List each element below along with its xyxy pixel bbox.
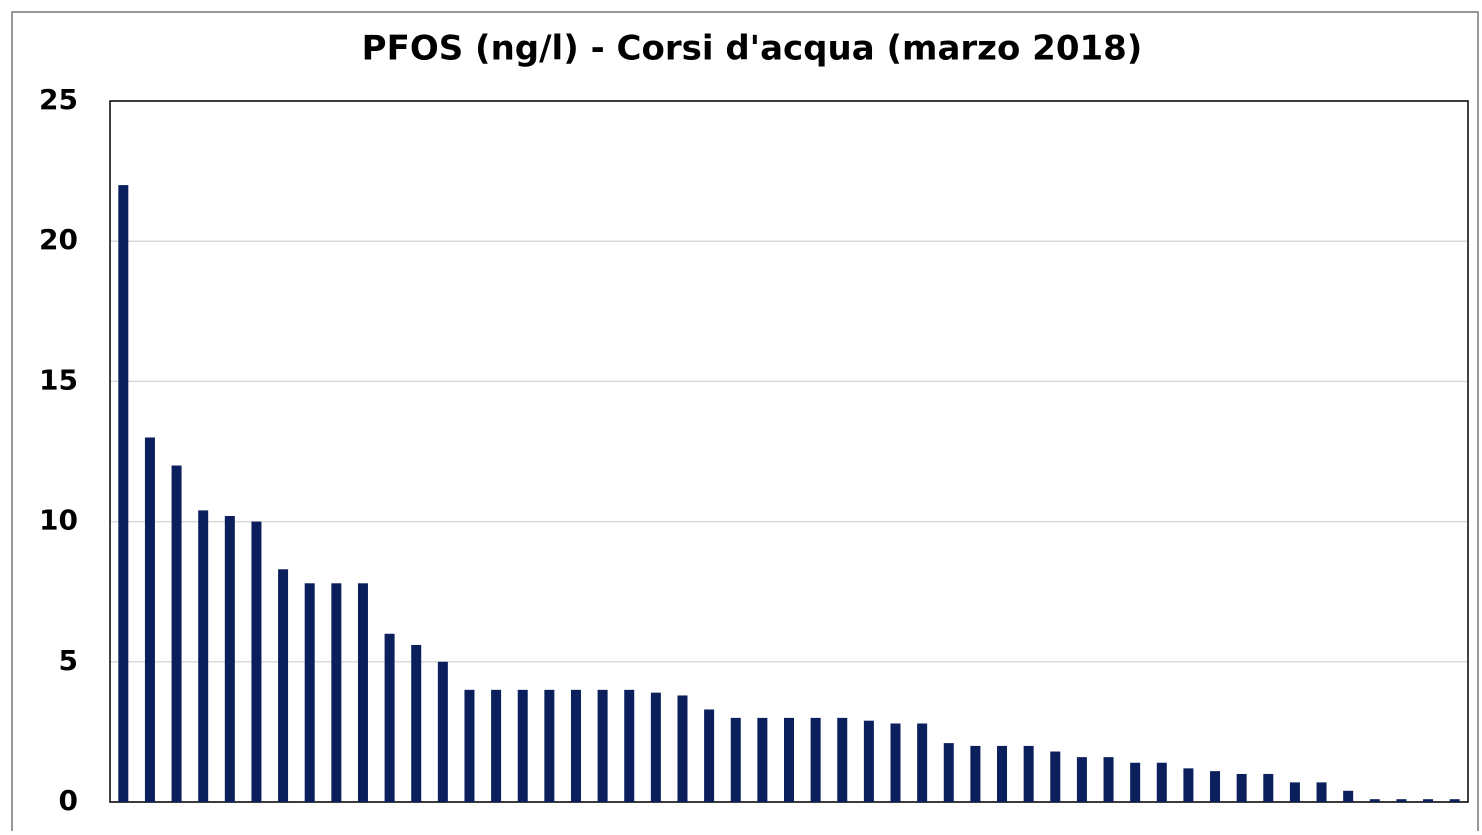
y-tick-label: 0 xyxy=(59,784,78,817)
bar xyxy=(517,689,528,802)
bar xyxy=(1289,782,1300,802)
bar xyxy=(144,437,155,802)
chart-title: PFOS (ng/l) - Corsi d'acqua (marzo 2018) xyxy=(362,29,1143,69)
bar xyxy=(890,723,901,802)
bar xyxy=(198,510,209,802)
bar xyxy=(1236,773,1247,802)
bar xyxy=(1023,745,1034,802)
bar xyxy=(331,583,342,802)
bar xyxy=(704,709,715,802)
y-tick-label: 20 xyxy=(39,223,78,256)
bar xyxy=(1130,762,1141,802)
bar xyxy=(1156,762,1167,802)
bar xyxy=(863,720,874,802)
bar xyxy=(837,717,848,802)
bar xyxy=(997,745,1008,802)
bar xyxy=(730,717,741,802)
bar xyxy=(570,689,581,802)
bar xyxy=(171,465,182,802)
bar xyxy=(597,689,608,802)
bar xyxy=(917,723,928,802)
bar xyxy=(1316,782,1327,802)
bar xyxy=(118,185,129,802)
bar xyxy=(251,521,262,802)
bar xyxy=(677,695,688,802)
y-tick-label: 25 xyxy=(39,83,78,116)
bar xyxy=(1103,757,1114,802)
bar xyxy=(304,583,315,802)
bar xyxy=(624,689,635,802)
y-tick-label: 10 xyxy=(39,504,78,537)
bar xyxy=(411,644,422,802)
bar xyxy=(278,569,289,802)
bar xyxy=(1263,773,1274,802)
y-tick-label: 15 xyxy=(39,363,78,396)
bar xyxy=(943,743,954,802)
bar xyxy=(437,661,448,802)
bar xyxy=(970,745,981,802)
bar xyxy=(810,717,821,802)
y-tick-label: 5 xyxy=(59,644,78,677)
bar xyxy=(1050,751,1061,802)
bar xyxy=(224,515,235,802)
bar xyxy=(1210,771,1221,802)
bar xyxy=(784,717,794,802)
bar xyxy=(1423,799,1434,802)
bar xyxy=(1449,799,1460,802)
bar xyxy=(757,717,768,802)
bar xyxy=(1183,768,1194,802)
bar xyxy=(384,633,395,802)
bar xyxy=(1343,790,1354,802)
bar xyxy=(1076,757,1087,802)
bar xyxy=(464,689,475,802)
bar xyxy=(544,689,555,802)
bar xyxy=(650,692,661,802)
bar xyxy=(357,583,368,802)
bar xyxy=(491,689,502,802)
bar xyxy=(1396,799,1407,802)
bar xyxy=(1369,799,1380,802)
